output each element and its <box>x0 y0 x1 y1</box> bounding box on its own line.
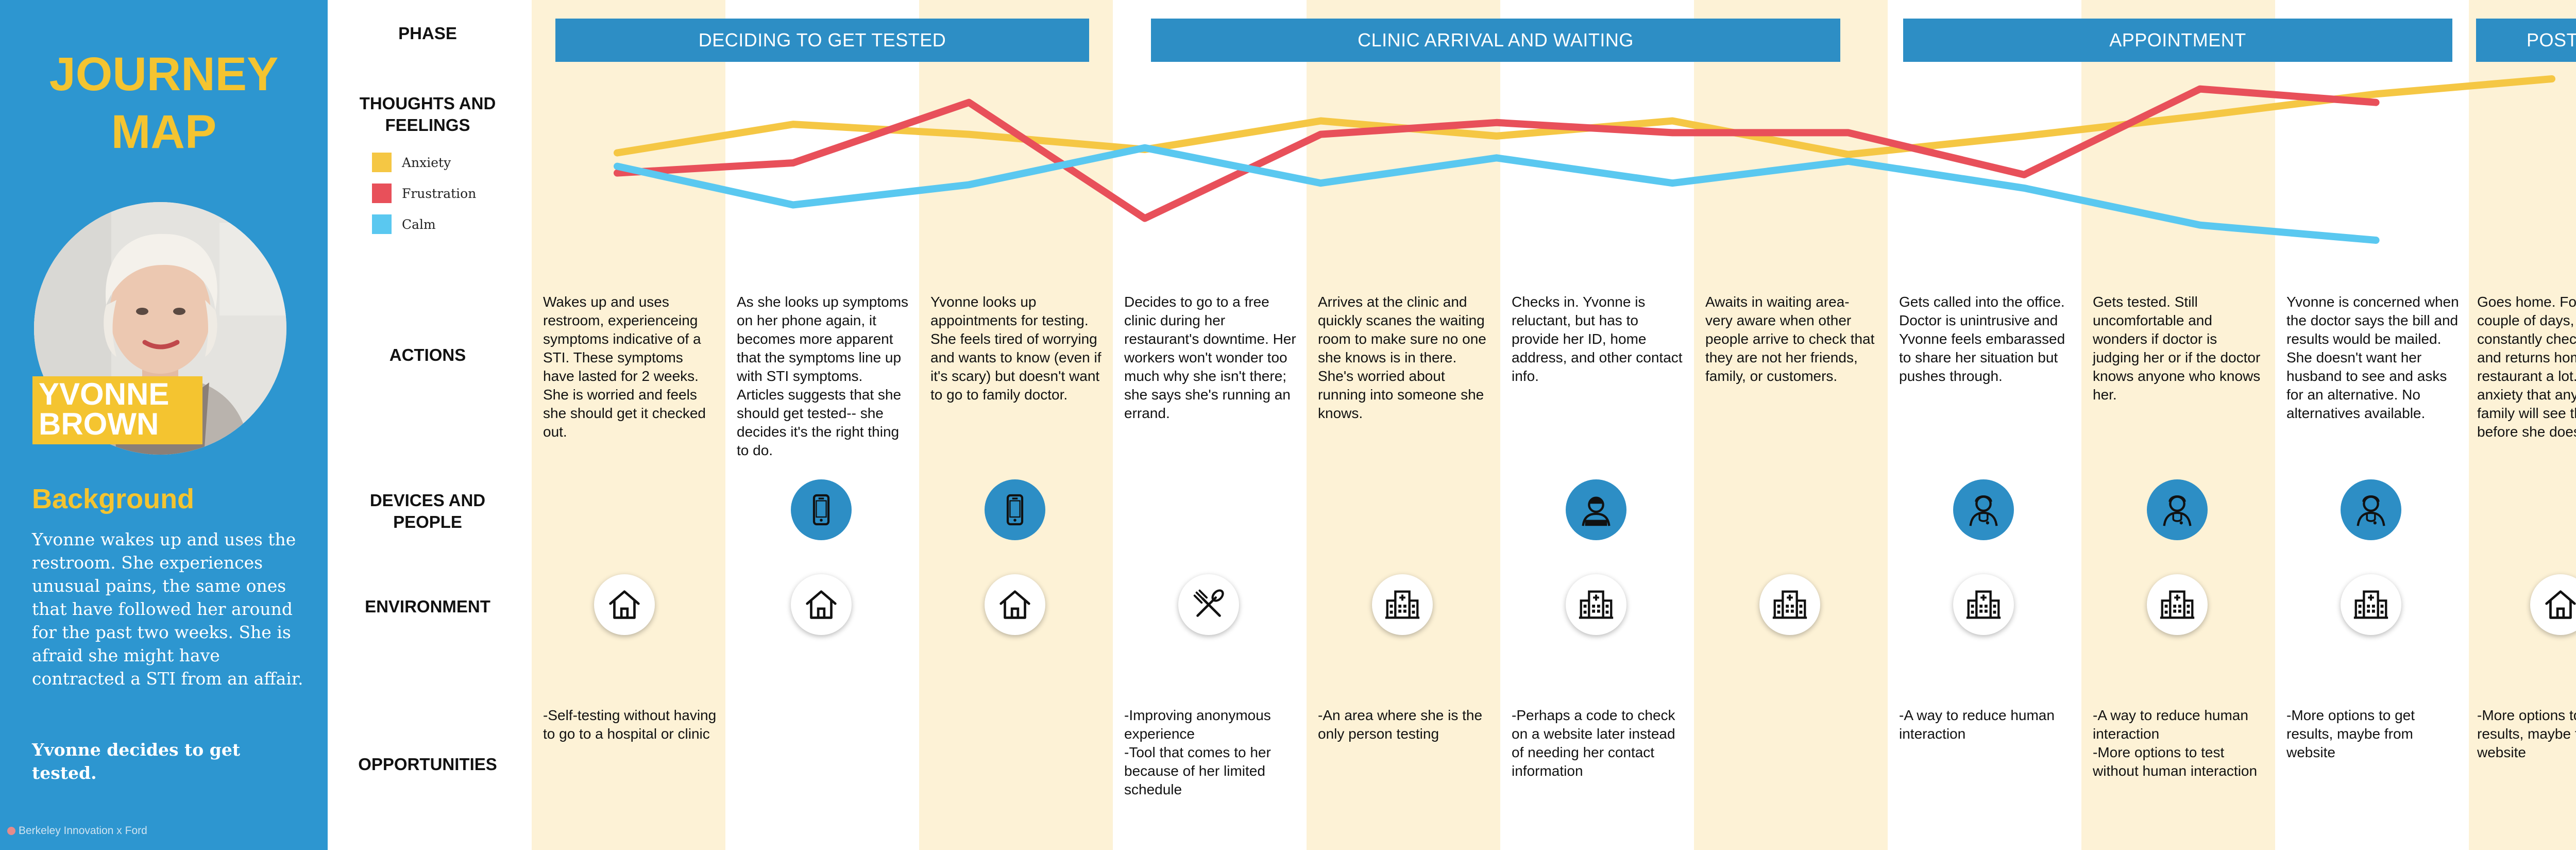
action-text: Wakes up and uses restroom, experiencein… <box>543 294 706 440</box>
opportunity-text: -A way to reduce human interaction <box>1899 707 2055 742</box>
opportunity-text: -An area where she is the only person te… <box>1318 707 1483 742</box>
legend-item-calm: Calm <box>372 214 436 234</box>
action-text: Yvonne looks up appointments for testing… <box>930 294 1101 403</box>
receptionist-icon <box>1566 479 1626 540</box>
legend-label: Frustration <box>402 186 477 201</box>
row-label-thoughts: THOUGHTS AND FEELINGS <box>359 94 496 135</box>
action-text: As she looks up symptoms on her phone ag… <box>737 294 909 458</box>
house-icon <box>985 574 1045 635</box>
background-heading: Background <box>32 484 195 514</box>
row-label-actions: ACTIONS <box>389 345 466 364</box>
background-cta: Yvonne decides to get tested. <box>32 740 241 783</box>
legend-label: Anxiety <box>402 155 451 170</box>
row-label-phase: PHASE <box>398 24 457 43</box>
phase-clinic: CLINIC ARRIVAL AND WAITING <box>1151 19 1840 62</box>
legend-item-anxiety: Anxiety <box>372 153 451 172</box>
utensils-icon <box>1178 574 1239 635</box>
action-text: Decides to go to a free clinic during he… <box>1124 294 1296 421</box>
action-text: Arrives at the clinic and quickly scanes… <box>1318 294 1486 421</box>
action-text: Goes home. For the next couple of days, … <box>2477 294 2576 440</box>
action-text: Gets tested. Still uncomfortable and won… <box>2093 294 2261 403</box>
legend-item-frustration: Frustration <box>372 184 476 203</box>
phone-icon <box>791 479 852 540</box>
opportunity-text: -A way to reduce human interaction -More… <box>2093 707 2258 779</box>
action-text: Awaits in waiting area- very aware when … <box>1705 294 1875 384</box>
opportunity-text: -Perhaps a code to check on a website la… <box>1512 707 1675 779</box>
credit-line: Berkeley Innovation x Ford <box>7 825 147 837</box>
doctor-icon <box>2147 479 2208 540</box>
column-stripe <box>1307 0 1500 850</box>
doctor-icon <box>1953 479 2014 540</box>
row-label-environment: ENVIRONMENT <box>365 597 490 616</box>
legend-swatch-anxiety <box>372 153 392 172</box>
credit-logo-icon <box>7 827 15 835</box>
persona-sidebar: JOURNEY MAP YVONNE BROWN Background Yvon… <box>0 0 328 850</box>
house-icon <box>2530 574 2576 635</box>
persona-name-badge <box>32 376 202 444</box>
phase-post: POST <box>2476 19 2576 62</box>
phase-deciding: DECIDING TO GET TESTED <box>555 19 1089 62</box>
hospital-icon <box>2147 574 2208 635</box>
column-stripe <box>2469 0 2576 850</box>
row-label-devices: DEVICES AND PEOPLE <box>369 491 486 531</box>
background-text: Yvonne wakes up and uses the restroom. S… <box>32 529 303 689</box>
action-text: Checks in. Yvonne is reluctant, but has … <box>1512 294 1683 384</box>
hospital-icon <box>1759 574 1820 635</box>
house-icon <box>791 574 852 635</box>
hospital-icon <box>1566 574 1626 635</box>
action-text: Yvonne is concerned when the doctor says… <box>2286 294 2459 421</box>
doctor-icon <box>2341 479 2401 540</box>
legend-label: Calm <box>402 216 436 232</box>
series-line-calm <box>614 144 2380 244</box>
phone-icon <box>985 479 1045 540</box>
opportunity-text: -More options to get results, maybe from… <box>2286 707 2415 760</box>
opportunity-text: -Self-testing without having to go to a … <box>543 707 717 742</box>
opportunity-text: -Improving anonymous experience -Tool th… <box>1124 707 1271 797</box>
house-icon <box>594 574 655 635</box>
legend-swatch-calm <box>372 214 392 234</box>
opportunity-text: -More options to get results, maybe from… <box>2477 707 2576 760</box>
hospital-icon <box>1953 574 2014 635</box>
hospital-icon <box>2341 574 2401 635</box>
column-stripe <box>2081 0 2275 850</box>
row-label-opportunities: OPPORTUNITIES <box>358 755 497 774</box>
phase-appointment: APPOINTMENT <box>1903 19 2452 62</box>
legend-swatch-frustration <box>372 184 392 203</box>
hospital-icon <box>1372 574 1433 635</box>
series-line-frustration <box>614 85 2380 222</box>
credit-text: Berkeley Innovation x Ford <box>19 825 147 837</box>
persona-name: YVONNE BROWN <box>39 377 170 441</box>
journey-map-title: JOURNEY MAP <box>49 48 279 158</box>
action-text: Gets called into the office. Doctor is u… <box>1899 294 2065 384</box>
